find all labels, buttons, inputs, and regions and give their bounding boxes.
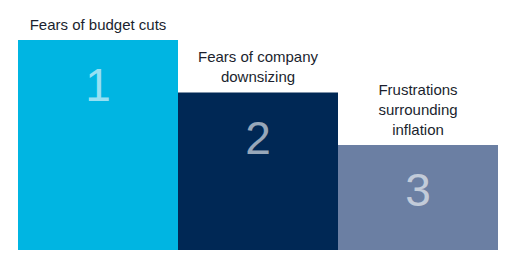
svg-text:surrounding: surrounding xyxy=(378,101,457,118)
svg-text:Frustrations: Frustrations xyxy=(378,81,457,98)
svg-text:1: 1 xyxy=(85,59,111,111)
svg-text:2: 2 xyxy=(245,112,271,164)
svg-text:3: 3 xyxy=(405,164,431,216)
svg-text:inflation: inflation xyxy=(392,121,444,138)
svg-text:Fears of company: Fears of company xyxy=(198,48,319,65)
svg-text:downsizing: downsizing xyxy=(221,68,295,85)
svg-text:Fears of budget cuts: Fears of budget cuts xyxy=(30,16,167,33)
